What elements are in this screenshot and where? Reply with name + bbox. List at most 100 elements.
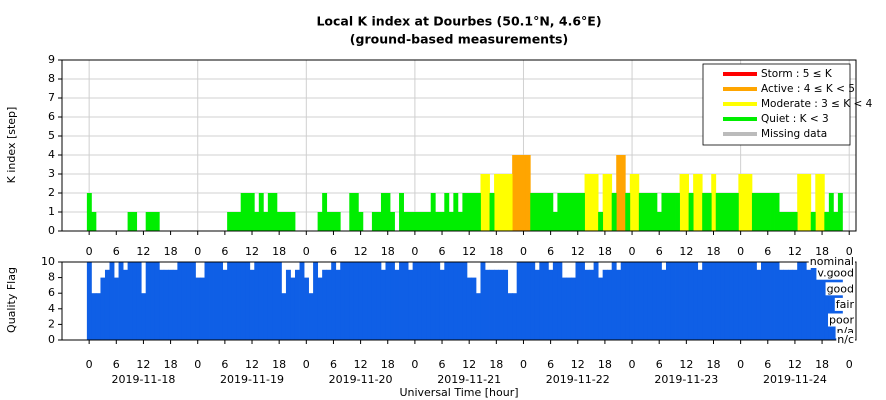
bar bbox=[326, 269, 332, 340]
bar bbox=[503, 174, 509, 231]
x-tick-label: 18 bbox=[164, 245, 178, 258]
bar bbox=[272, 193, 278, 231]
bar bbox=[462, 262, 468, 340]
bar bbox=[444, 262, 450, 340]
bar bbox=[584, 269, 590, 340]
bar bbox=[385, 262, 391, 340]
bar bbox=[566, 193, 572, 231]
bar bbox=[557, 193, 563, 231]
bar bbox=[218, 262, 224, 340]
bar bbox=[100, 277, 106, 340]
bar bbox=[806, 269, 812, 340]
bar bbox=[254, 212, 260, 231]
bar bbox=[263, 262, 269, 340]
bar bbox=[453, 193, 459, 231]
bar bbox=[570, 193, 576, 231]
x-tick-label: 0 bbox=[520, 358, 527, 371]
bar bbox=[760, 262, 766, 340]
bar bbox=[507, 174, 513, 231]
y-tick-label: 6 bbox=[48, 286, 55, 299]
bar bbox=[607, 269, 613, 340]
x-tick-label: 12 bbox=[354, 358, 368, 371]
bar bbox=[123, 269, 129, 340]
bar bbox=[729, 262, 735, 340]
date-label: 2019-11-22 bbox=[546, 373, 610, 386]
bar bbox=[837, 193, 843, 231]
bar bbox=[376, 262, 382, 340]
bar bbox=[231, 212, 237, 231]
bar bbox=[475, 193, 481, 231]
bar bbox=[195, 277, 201, 340]
x-tick-label: 18 bbox=[815, 245, 829, 258]
bar bbox=[643, 193, 649, 231]
bar bbox=[611, 193, 617, 231]
chart-subtitle: (ground-based measurements) bbox=[350, 32, 568, 47]
bar bbox=[331, 212, 337, 231]
bar bbox=[109, 262, 115, 340]
y-tick-label: 10 bbox=[41, 255, 55, 268]
y-tick-label: 5 bbox=[48, 129, 55, 142]
bar bbox=[272, 262, 278, 340]
y-tick-label: 4 bbox=[48, 302, 55, 315]
bar bbox=[168, 269, 174, 340]
bar bbox=[412, 212, 418, 231]
bar bbox=[313, 262, 319, 340]
bar bbox=[833, 212, 839, 231]
x-tick-label: 18 bbox=[272, 358, 286, 371]
bar bbox=[724, 262, 730, 340]
bar bbox=[806, 174, 812, 231]
bar bbox=[706, 193, 712, 231]
bar bbox=[267, 262, 273, 340]
bar bbox=[575, 193, 581, 231]
bar bbox=[489, 269, 495, 340]
bar bbox=[575, 262, 581, 340]
y-tick-label: 7 bbox=[48, 91, 55, 104]
bar bbox=[186, 262, 192, 340]
bar bbox=[417, 262, 423, 340]
bar bbox=[801, 174, 807, 231]
bar bbox=[371, 212, 377, 231]
bar bbox=[584, 174, 590, 231]
bar bbox=[399, 262, 404, 340]
bar bbox=[317, 277, 323, 340]
x-tick-label: 0 bbox=[194, 358, 201, 371]
bar bbox=[335, 269, 341, 340]
bar bbox=[276, 262, 282, 340]
bar bbox=[819, 262, 825, 340]
bar bbox=[747, 174, 753, 231]
bar bbox=[362, 262, 368, 340]
bar bbox=[751, 193, 757, 231]
bar bbox=[620, 262, 626, 340]
bar bbox=[480, 262, 486, 340]
bar bbox=[675, 262, 680, 340]
x-tick-label: 12 bbox=[788, 245, 802, 258]
x-tick-label: 18 bbox=[489, 358, 503, 371]
bar bbox=[534, 269, 540, 340]
bar bbox=[326, 212, 332, 231]
flag-label: fair bbox=[836, 298, 855, 311]
bar bbox=[810, 212, 816, 231]
bar bbox=[724, 193, 730, 231]
bar bbox=[742, 174, 748, 231]
bar bbox=[561, 193, 567, 231]
bar bbox=[91, 212, 97, 231]
bar bbox=[634, 174, 640, 231]
bar bbox=[439, 212, 445, 231]
bar bbox=[331, 262, 337, 340]
bar bbox=[751, 262, 757, 340]
bar bbox=[679, 174, 685, 231]
legend-label: Moderate : 3 ≤ K < 4 bbox=[761, 98, 873, 110]
bar bbox=[543, 193, 549, 231]
bar bbox=[439, 269, 445, 340]
x-tick-label: 0 bbox=[846, 358, 853, 371]
bar bbox=[367, 262, 373, 340]
x-tick-label: 0 bbox=[737, 358, 744, 371]
bar bbox=[358, 262, 364, 340]
bar bbox=[688, 262, 694, 340]
bar bbox=[417, 212, 423, 231]
bar bbox=[720, 262, 726, 340]
bar bbox=[453, 262, 459, 340]
bar bbox=[783, 269, 789, 340]
bar bbox=[118, 262, 124, 340]
x-tick-label: 6 bbox=[221, 245, 228, 258]
